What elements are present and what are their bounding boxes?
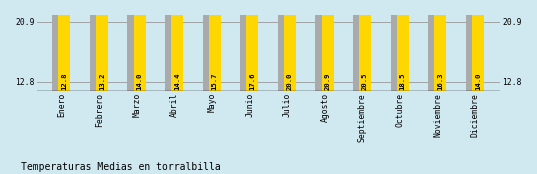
Bar xyxy=(90,0,104,92)
Bar xyxy=(52,1,66,92)
Bar xyxy=(472,0,484,92)
Bar xyxy=(284,0,296,92)
Bar xyxy=(397,0,409,92)
Text: 20.9: 20.9 xyxy=(324,73,331,90)
Text: 14.0: 14.0 xyxy=(475,73,481,90)
Bar xyxy=(134,0,146,92)
Bar xyxy=(246,0,258,92)
Bar xyxy=(171,0,183,92)
Bar xyxy=(315,0,329,92)
Text: Temperaturas Medias en torralbilla: Temperaturas Medias en torralbilla xyxy=(21,162,221,172)
Text: 13.2: 13.2 xyxy=(99,73,105,90)
Text: 18.5: 18.5 xyxy=(400,73,406,90)
Text: 14.0: 14.0 xyxy=(136,73,142,90)
Text: 20.5: 20.5 xyxy=(362,73,368,90)
Bar xyxy=(278,0,292,92)
Bar xyxy=(428,0,442,92)
Text: 12.8: 12.8 xyxy=(61,73,67,90)
Bar xyxy=(434,0,446,92)
Bar xyxy=(322,0,333,92)
Bar xyxy=(359,0,371,92)
Text: 17.6: 17.6 xyxy=(249,73,255,90)
Bar xyxy=(353,0,367,92)
Bar xyxy=(390,0,404,92)
Bar xyxy=(202,0,216,92)
Bar xyxy=(209,0,221,92)
Bar xyxy=(96,0,108,92)
Text: 14.4: 14.4 xyxy=(174,73,180,90)
Bar xyxy=(59,0,70,92)
Bar xyxy=(165,0,179,92)
Text: 16.3: 16.3 xyxy=(437,73,444,90)
Bar xyxy=(127,0,141,92)
Bar xyxy=(466,0,480,92)
Bar xyxy=(240,0,254,92)
Text: 15.7: 15.7 xyxy=(212,73,217,90)
Text: 20.0: 20.0 xyxy=(287,73,293,90)
